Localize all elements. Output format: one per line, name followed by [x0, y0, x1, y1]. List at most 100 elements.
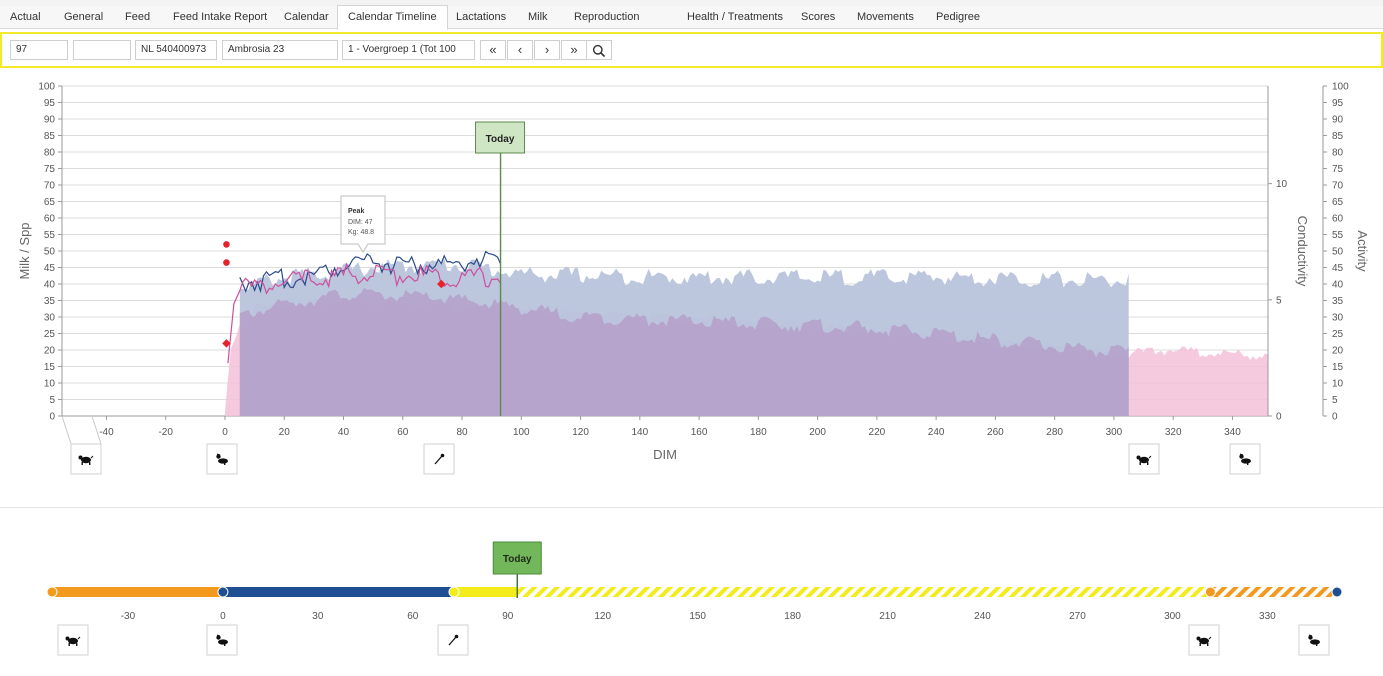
icon-connector [61, 415, 102, 445]
cow-icon[interactable] [70, 443, 102, 475]
timeline-event-icons [57, 624, 1330, 656]
y3-tick-label: 10 [1332, 379, 1344, 390]
cow-icon-head [1136, 455, 1141, 460]
next-animal-button[interactable]: › [534, 40, 560, 60]
tab-movements[interactable]: Movements [857, 11, 914, 23]
calving-icon[interactable] [1298, 624, 1330, 656]
timeline-tick-label: -30 [121, 611, 136, 622]
x-tick-label: -20 [158, 427, 173, 438]
x-tick-label: 100 [513, 427, 530, 438]
y-axis-title: Milk / Spp [17, 222, 32, 279]
timeline-tick-label: 0 [220, 611, 226, 622]
x-tick-label: 280 [1046, 427, 1063, 438]
line-milk-expected [227, 262, 501, 364]
tab-lactations[interactable]: Lactations [456, 11, 507, 23]
life-number-field[interactable]: NL 540400973 [135, 40, 217, 60]
search-button[interactable] [586, 40, 612, 60]
insemination-icon-shaft [434, 455, 443, 465]
y3-tick-label: 95 [1332, 98, 1344, 109]
insemination-icon[interactable] [437, 624, 469, 656]
timeline-today-label: Today [503, 554, 532, 565]
y-tick-label: 60 [44, 214, 56, 225]
lactation-timeline: Today -30 0 30 60 90 120 150 180 210 240 270 300 330 [46, 541, 1343, 656]
tab-general[interactable]: General [64, 11, 104, 23]
cow-icon-body [1199, 637, 1209, 645]
first-animal-button[interactable]: « [480, 40, 506, 60]
insemination-icon[interactable] [423, 443, 455, 475]
x-tick-label: 340 [1224, 427, 1241, 438]
previous-animal-button[interactable]: ‹ [507, 40, 533, 60]
y-tick-label: 95 [44, 98, 56, 109]
tab-bar: Actual General Feed Feed Intake Report Calen… [0, 5, 1383, 30]
cow-icon-body [1139, 456, 1149, 464]
calving-icon-ear [216, 634, 221, 637]
tab-feed-intake-report[interactable]: Feed Intake Report [173, 11, 268, 23]
cow-icon[interactable] [1128, 443, 1160, 475]
tab-reproduction[interactable]: Reproduction [574, 11, 640, 23]
y-tick-label: 80 [44, 148, 56, 159]
event-diamond [437, 279, 446, 289]
chart-areas [225, 258, 1268, 416]
tab-calendar-timeline[interactable]: Calendar Timeline [337, 5, 448, 30]
peak-kg: Kg: 48.8 [348, 229, 374, 236]
tab-feed[interactable]: Feed [125, 11, 151, 23]
x-tick-label: 200 [809, 427, 826, 438]
calving-icon-leg [1247, 462, 1249, 465]
calving-icon-body [218, 458, 228, 464]
secondary-field[interactable] [73, 40, 131, 60]
cow-icon-head [65, 636, 70, 641]
y-tick-label: 25 [44, 329, 56, 340]
y3-tick-label: 5 [1332, 395, 1338, 406]
y3-tick-label: 40 [1332, 280, 1344, 291]
y3-tick-label: 85 [1332, 131, 1344, 142]
calving-icon-ear [216, 453, 221, 456]
calving-icon-head [216, 635, 221, 640]
y3-tick-label: 45 [1332, 263, 1344, 274]
calving-icon-leg [224, 462, 226, 465]
x-tick-label: 160 [691, 427, 708, 438]
timeline-tick-label: 330 [1259, 611, 1276, 622]
calving-icon[interactable] [1229, 443, 1261, 475]
x-tick-label: 40 [338, 427, 350, 438]
animal-name-field[interactable]: Ambrosia 23 [222, 40, 338, 60]
tab-milk[interactable]: Milk [528, 11, 548, 23]
y3-tick-label: 90 [1332, 115, 1344, 126]
x-tick-label: 320 [1165, 427, 1182, 438]
tab-pedigree[interactable]: Pedigree [936, 11, 981, 23]
event-diamond [222, 339, 231, 348]
timeline-bar: Today [46, 541, 1343, 598]
tab-calendar[interactable]: Calendar [284, 11, 329, 23]
cow-icon[interactable] [57, 624, 89, 656]
calving-icon[interactable] [206, 624, 238, 656]
calving-icon[interactable] [206, 443, 238, 475]
section-divider [0, 507, 1383, 508]
tab-scores[interactable]: Scores [801, 11, 836, 23]
line-milk-actual [239, 250, 502, 294]
event-dot [223, 241, 230, 248]
y-tick-label: 35 [44, 296, 56, 307]
y-tick-label: 40 [44, 280, 56, 291]
timeline-segment [517, 587, 1211, 597]
tab-health-treatments[interactable]: Health / Treatments [687, 11, 783, 23]
cow-icon-leg [68, 643, 70, 646]
timeline-segment [222, 587, 454, 597]
group-select[interactable]: 1 - Voergroep 1 (Tot 100 [342, 40, 475, 60]
calving-icon-head [1308, 635, 1313, 640]
double-right-chevron-icon: » [570, 42, 578, 57]
tab-actual[interactable]: Actual [10, 11, 41, 23]
cow-icon[interactable] [1188, 624, 1220, 656]
animal-number-field[interactable]: 97 [10, 40, 68, 60]
left-chevron-icon: ‹ [517, 42, 523, 57]
timeline-tick-label: 120 [594, 611, 611, 622]
animal-toolbar: 97 NL 540400973 Ambrosia 23 1 - Voergroe… [0, 32, 1383, 68]
right-chevron-icon: › [544, 42, 550, 57]
chart-lines [227, 250, 502, 364]
y-tick-label: 100 [38, 82, 55, 93]
calving-icon-leg [224, 643, 226, 646]
calving-icon-ear [1239, 453, 1244, 456]
cow-icon-tail [1208, 636, 1212, 640]
y3-axis-title: Activity [1355, 230, 1370, 272]
timeline-ticks: -30 0 30 60 90 120 150 180 210 240 270 300 330 [121, 611, 1276, 622]
x-tick-label: 260 [987, 427, 1004, 438]
